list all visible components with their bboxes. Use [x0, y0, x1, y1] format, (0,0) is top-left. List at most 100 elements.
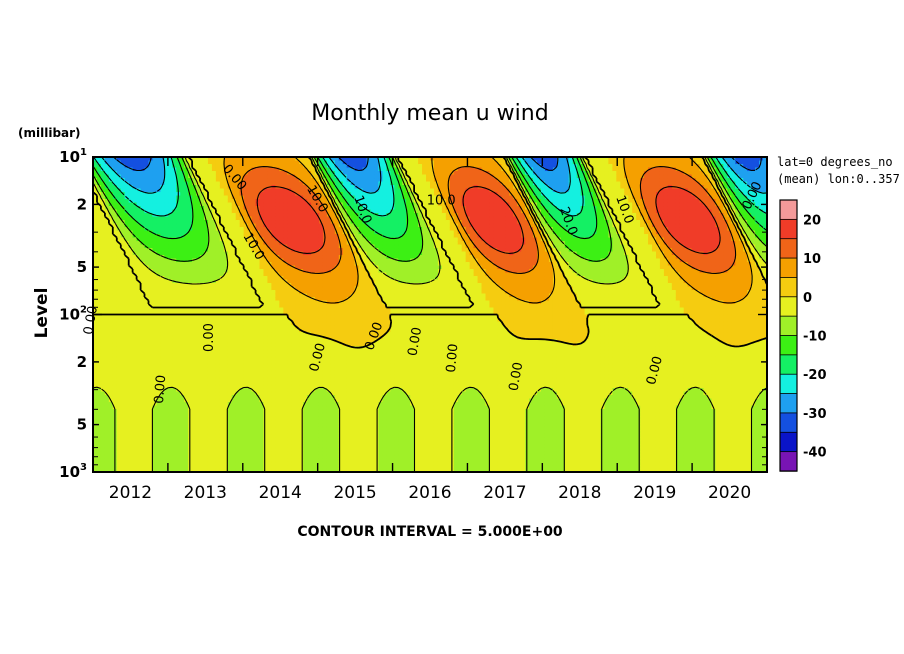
field-cell	[231, 321, 237, 326]
field-cell	[104, 430, 110, 435]
field-cell	[136, 241, 142, 246]
field-cell	[120, 160, 126, 165]
field-cell	[156, 262, 161, 267]
field-cell	[176, 300, 181, 305]
field-cell	[132, 248, 138, 253]
field-cell	[204, 181, 209, 186]
field-cell	[247, 447, 253, 452]
field-cell	[223, 335, 229, 340]
field-cell	[180, 426, 185, 431]
field-cell	[100, 440, 106, 445]
field-cell	[164, 290, 169, 295]
field-cell	[295, 374, 300, 379]
field-cell	[307, 269, 312, 274]
field-cell	[271, 409, 276, 414]
field-cell	[287, 279, 292, 284]
field-cell	[215, 426, 221, 431]
field-cell	[180, 202, 185, 207]
field-cell	[100, 409, 106, 414]
field-cell	[207, 318, 213, 323]
field-cell	[219, 370, 225, 375]
field-cell	[227, 307, 233, 312]
field-cell	[307, 426, 312, 431]
field-cell	[279, 202, 284, 207]
field-cell	[128, 363, 134, 368]
field-cell	[136, 181, 142, 186]
field-cell	[283, 321, 288, 326]
field-cell	[116, 423, 122, 428]
field-cell	[152, 300, 158, 305]
field-cell	[180, 167, 185, 172]
field-cell	[140, 258, 146, 263]
field-cell	[219, 258, 225, 263]
field-cell	[120, 164, 126, 169]
field-cell	[263, 216, 269, 221]
field-cell	[180, 391, 185, 396]
field-cell	[128, 391, 134, 396]
field-cell	[112, 395, 118, 400]
field-cell	[291, 255, 296, 260]
field-cell	[231, 293, 237, 298]
field-cell	[108, 283, 114, 288]
field-cell	[231, 297, 237, 302]
field-cell	[164, 360, 169, 365]
field-cell	[243, 437, 249, 442]
field-cell	[307, 349, 312, 354]
field-cell	[104, 251, 110, 256]
field-cell	[267, 416, 273, 421]
field-cell	[132, 325, 138, 330]
field-cell	[128, 384, 134, 389]
field-cell	[104, 402, 110, 407]
field-cell	[184, 234, 189, 239]
field-cell	[243, 384, 249, 389]
field-cell	[227, 300, 233, 305]
field-cell	[120, 230, 126, 235]
field-cell	[168, 286, 173, 291]
field-cell	[144, 290, 150, 295]
field-cell	[160, 444, 165, 449]
field-cell	[267, 272, 273, 277]
field-cell	[235, 391, 241, 396]
field-cell	[263, 356, 269, 361]
field-cell	[96, 332, 102, 337]
field-cell	[307, 213, 312, 218]
field-cell	[215, 356, 221, 361]
field-cell	[235, 297, 241, 302]
field-cell	[108, 454, 114, 459]
field-cell	[231, 185, 237, 190]
field-cell	[128, 192, 134, 197]
field-cell	[188, 437, 193, 442]
field-cell	[136, 346, 142, 351]
field-cell	[219, 293, 225, 298]
field-cell	[219, 346, 225, 351]
field-cell	[259, 290, 265, 295]
field-cell	[255, 216, 261, 221]
field-cell	[215, 283, 221, 288]
field-cell	[283, 458, 288, 463]
field-cell	[307, 468, 312, 472]
field-cell	[267, 192, 273, 197]
field-cell	[196, 451, 201, 456]
field-cell	[176, 230, 181, 235]
field-cell	[235, 304, 241, 309]
field-cell	[148, 430, 154, 435]
field-cell	[307, 283, 312, 288]
field-cell	[136, 328, 142, 333]
field-cell	[227, 293, 233, 298]
field-cell	[243, 286, 249, 291]
field-cell	[291, 391, 296, 396]
field-cell	[96, 461, 102, 466]
field-cell	[136, 251, 142, 256]
field-cell	[243, 468, 249, 472]
field-cell	[124, 188, 130, 193]
field-cell	[132, 209, 138, 214]
field-cell	[267, 265, 273, 270]
field-cell	[204, 409, 209, 414]
field-cell	[184, 255, 189, 260]
field-cell	[223, 279, 229, 284]
field-cell	[192, 426, 197, 431]
field-cell	[176, 307, 181, 312]
field-cell	[180, 199, 185, 204]
field-cell	[215, 178, 221, 183]
field-cell	[295, 409, 300, 414]
